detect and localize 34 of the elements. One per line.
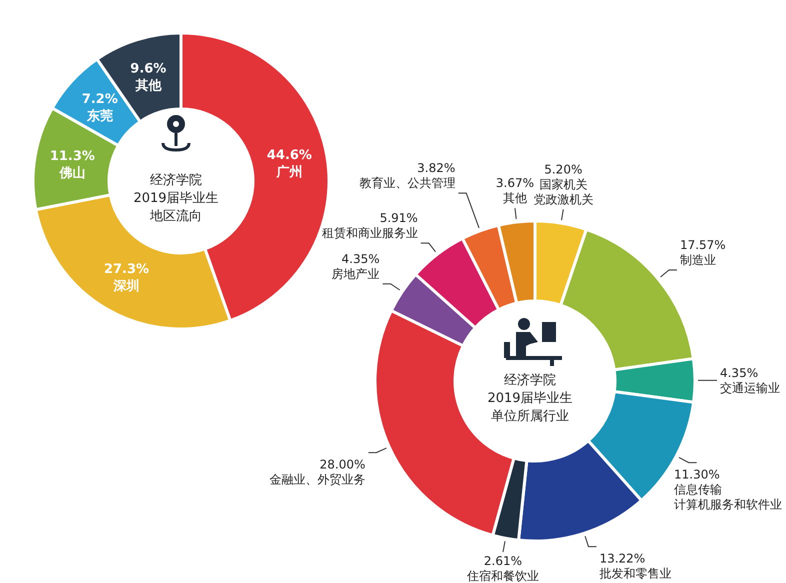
- slice-label: 佛山: [58, 166, 86, 181]
- data-label: 5.91%: [380, 211, 418, 226]
- data-label: 2.61%: [484, 554, 522, 568]
- slice-label: 租赁和商业服务业: [322, 226, 418, 240]
- slice-label: 教育业、公共管理: [359, 176, 456, 190]
- data-label: 9.6%: [130, 61, 166, 76]
- data-label: 13.22%: [599, 552, 646, 566]
- slice-label: 其他: [134, 78, 162, 94]
- slice-label: 房地产业: [332, 266, 380, 281]
- data-label: 11.30%: [674, 468, 720, 482]
- slice-label: 批发和零售业: [599, 566, 672, 581]
- data-label: 3.82%: [417, 161, 456, 176]
- slice-label: 住宿和餐饮业: [466, 569, 539, 583]
- slice-label: 广州: [275, 164, 302, 180]
- slice-label: 信息传输计算机服务和软件业: [674, 482, 782, 512]
- slice-label: 金融业、外贸业务: [269, 472, 366, 487]
- slice-label: 东莞: [86, 108, 113, 124]
- slice-label: 国家机关党政激机关: [533, 177, 594, 206]
- data-label: 4.35%: [720, 366, 758, 380]
- data-label: 7.2%: [82, 92, 118, 108]
- data-label: 11.3%: [50, 148, 95, 164]
- text: 经济学院2019届毕业生地区流向: [133, 173, 219, 224]
- slice-label: 其他: [502, 191, 527, 206]
- text: 经济学院2019届毕业生单位所属行业: [487, 373, 573, 424]
- data-label: 27.3%: [104, 262, 150, 278]
- data-label: 28.00%: [320, 458, 366, 472]
- data-label: 5.20%: [544, 162, 582, 176]
- slice-label: 制造业: [680, 252, 716, 267]
- slice-label: 交通运输业: [720, 380, 780, 395]
- slice-label: 深圳: [112, 279, 140, 294]
- data-label: 44.6%: [266, 148, 312, 163]
- data-label: 17.57%: [680, 238, 726, 252]
- data-label: 4.35%: [342, 252, 380, 266]
- data-label: 3.67%: [496, 176, 534, 190]
